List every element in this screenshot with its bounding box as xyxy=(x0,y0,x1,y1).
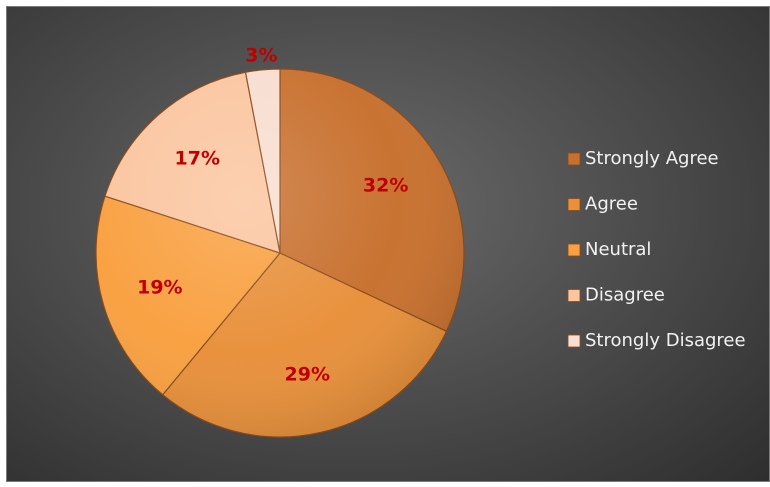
slice-label-agree: 29% xyxy=(285,364,330,386)
legend-swatch-agree xyxy=(567,198,581,211)
legend: Strongly Agree Agree Neutral Disagree Strong… xyxy=(567,148,746,351)
slice-label-neutral: 19% xyxy=(137,276,182,298)
legend-swatch-strongly-agree xyxy=(567,152,581,166)
legend-label-strongly-disagree: Strongly Disagree xyxy=(585,330,746,351)
legend-label-strongly-agree: Strongly Agree xyxy=(585,148,719,169)
legend-swatch-neutral xyxy=(567,243,581,257)
pie-chart: 32% 29% 19% 17% 3% Strongly Agree Agree Neutra… xyxy=(95,44,746,438)
slice-label-strongly-agree: 32% xyxy=(363,174,408,196)
legend-label-disagree: Disagree xyxy=(585,285,665,306)
legend-label-agree: Agree xyxy=(585,194,638,215)
legend-swatch-strongly-disagree xyxy=(567,334,581,348)
slice-label-strongly-disagree: 3% xyxy=(245,44,277,66)
legend-swatch-disagree xyxy=(567,289,581,302)
legend-label-neutral: Neutral xyxy=(585,239,651,260)
chart-area: 32% 29% 19% 17% 3% Strongly Agree Agree Neutra… xyxy=(6,6,770,482)
pie-slices xyxy=(95,68,465,438)
slice-label-disagree: 17% xyxy=(175,148,220,170)
slice-labels: 32% 29% 19% 17% 3% xyxy=(137,44,408,385)
